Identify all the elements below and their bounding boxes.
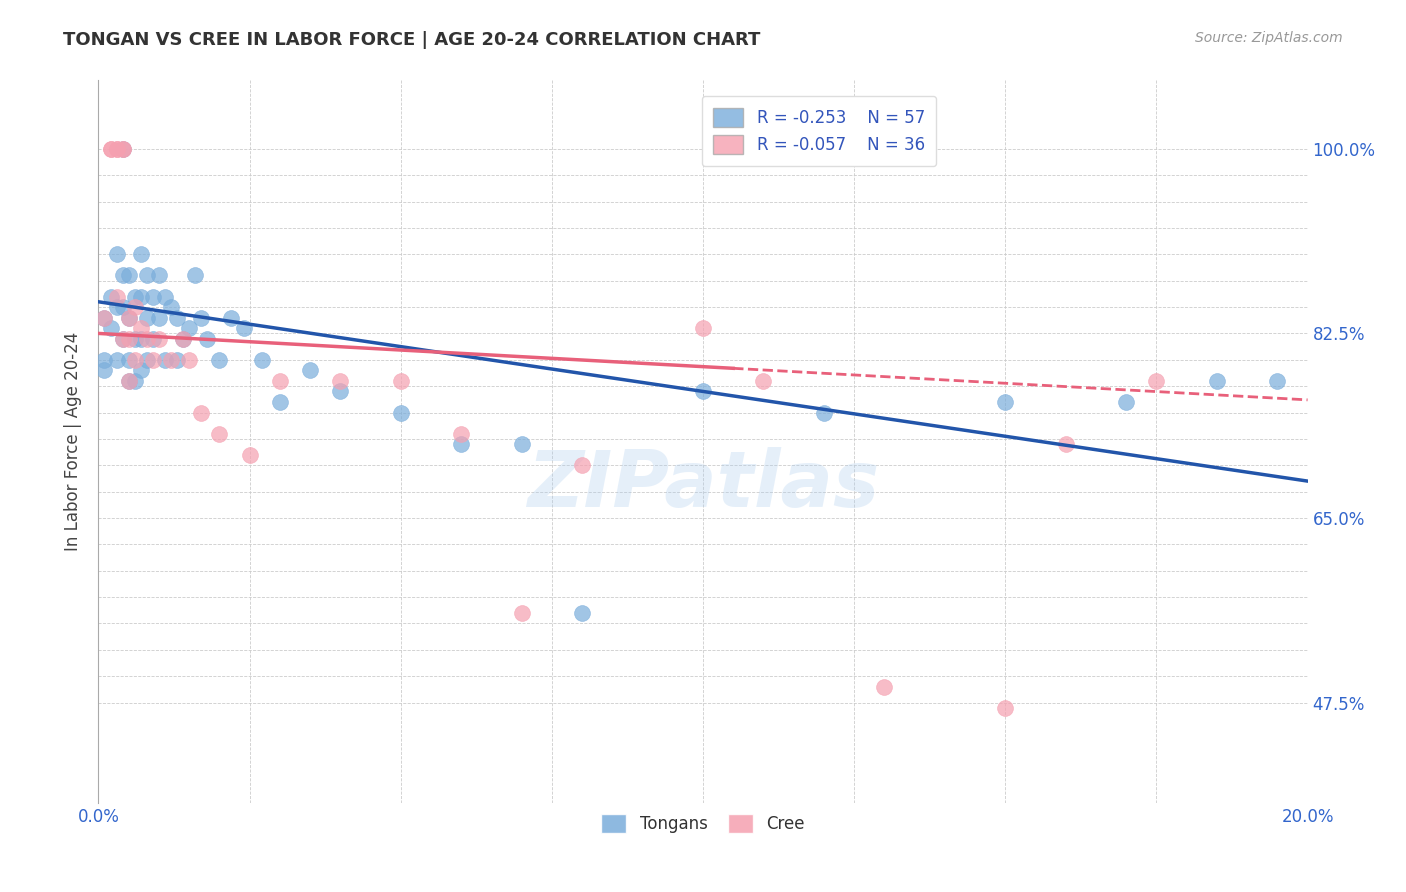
Point (208, 426, 231, 441)
Point (93, 363, 115, 377)
Point (124, 289, 146, 303)
Point (160, 352, 183, 367)
Point (124, 352, 146, 367)
Point (221, 310, 243, 325)
Point (100, 142, 122, 156)
Point (195, 332, 218, 346)
Point (239, 448, 262, 462)
Point (1115, 395, 1137, 409)
Point (142, 289, 165, 303)
Point (124, 374, 146, 388)
Point (111, 268, 134, 283)
Point (389, 405, 412, 419)
Point (118, 352, 141, 367)
Point (450, 426, 472, 441)
Point (450, 437, 472, 451)
Point (153, 289, 176, 303)
Point (129, 321, 152, 335)
Point (329, 374, 352, 388)
Point (1054, 437, 1077, 451)
Point (111, 332, 134, 346)
Point (752, 374, 775, 388)
Point (111, 142, 134, 156)
Point (100, 142, 122, 156)
Point (179, 352, 201, 367)
Point (93, 352, 115, 367)
Point (1206, 374, 1229, 388)
Point (124, 300, 146, 314)
Point (994, 395, 1017, 409)
Point (299, 363, 322, 377)
Point (250, 352, 273, 367)
Point (148, 310, 170, 325)
Point (105, 289, 128, 303)
Text: Source: ZipAtlas.com: Source: ZipAtlas.com (1195, 31, 1343, 45)
Point (571, 606, 593, 620)
Point (389, 374, 412, 388)
Point (100, 289, 122, 303)
Point (142, 332, 165, 346)
Point (510, 606, 533, 620)
Point (135, 310, 157, 325)
Point (148, 332, 170, 346)
Y-axis label: In Labor Force | Age 20-24: In Labor Force | Age 20-24 (65, 332, 83, 551)
Point (172, 332, 194, 346)
Point (111, 300, 134, 314)
Point (142, 352, 165, 367)
Point (873, 680, 896, 694)
Point (118, 374, 141, 388)
Point (93, 310, 115, 325)
Point (269, 374, 291, 388)
Point (105, 352, 128, 367)
Point (129, 363, 152, 377)
Text: TONGAN VS CREE IN LABOR FORCE | AGE 20-24 CORRELATION CHART: TONGAN VS CREE IN LABOR FORCE | AGE 20-2… (63, 31, 761, 49)
Point (179, 321, 201, 335)
Point (105, 142, 128, 156)
Point (172, 332, 194, 346)
Point (994, 701, 1017, 715)
Point (813, 405, 835, 419)
Point (111, 142, 134, 156)
Point (129, 289, 152, 303)
Point (129, 332, 152, 346)
Point (111, 142, 134, 156)
Point (232, 321, 254, 335)
Point (190, 405, 212, 419)
Point (269, 395, 291, 409)
Point (105, 247, 128, 261)
Point (118, 374, 141, 388)
Point (1267, 374, 1289, 388)
Point (148, 268, 170, 283)
Point (124, 332, 146, 346)
Point (100, 321, 122, 335)
Point (135, 352, 157, 367)
Point (166, 352, 188, 367)
Point (105, 142, 128, 156)
Point (153, 352, 176, 367)
Point (105, 300, 128, 314)
Point (329, 384, 352, 399)
Point (1144, 374, 1167, 388)
Point (129, 247, 152, 261)
Legend: Tongans, Cree: Tongans, Cree (593, 805, 813, 841)
Point (93, 310, 115, 325)
Point (118, 310, 141, 325)
Text: ZIPatlas: ZIPatlas (527, 447, 879, 523)
Point (166, 310, 188, 325)
Point (135, 268, 157, 283)
Point (692, 321, 714, 335)
Point (190, 310, 212, 325)
Point (184, 268, 207, 283)
Point (118, 310, 141, 325)
Point (135, 332, 157, 346)
Point (118, 332, 141, 346)
Point (208, 352, 231, 367)
Point (160, 300, 183, 314)
Point (111, 332, 134, 346)
Point (510, 437, 533, 451)
Point (692, 384, 714, 399)
Point (571, 458, 593, 473)
Point (118, 268, 141, 283)
